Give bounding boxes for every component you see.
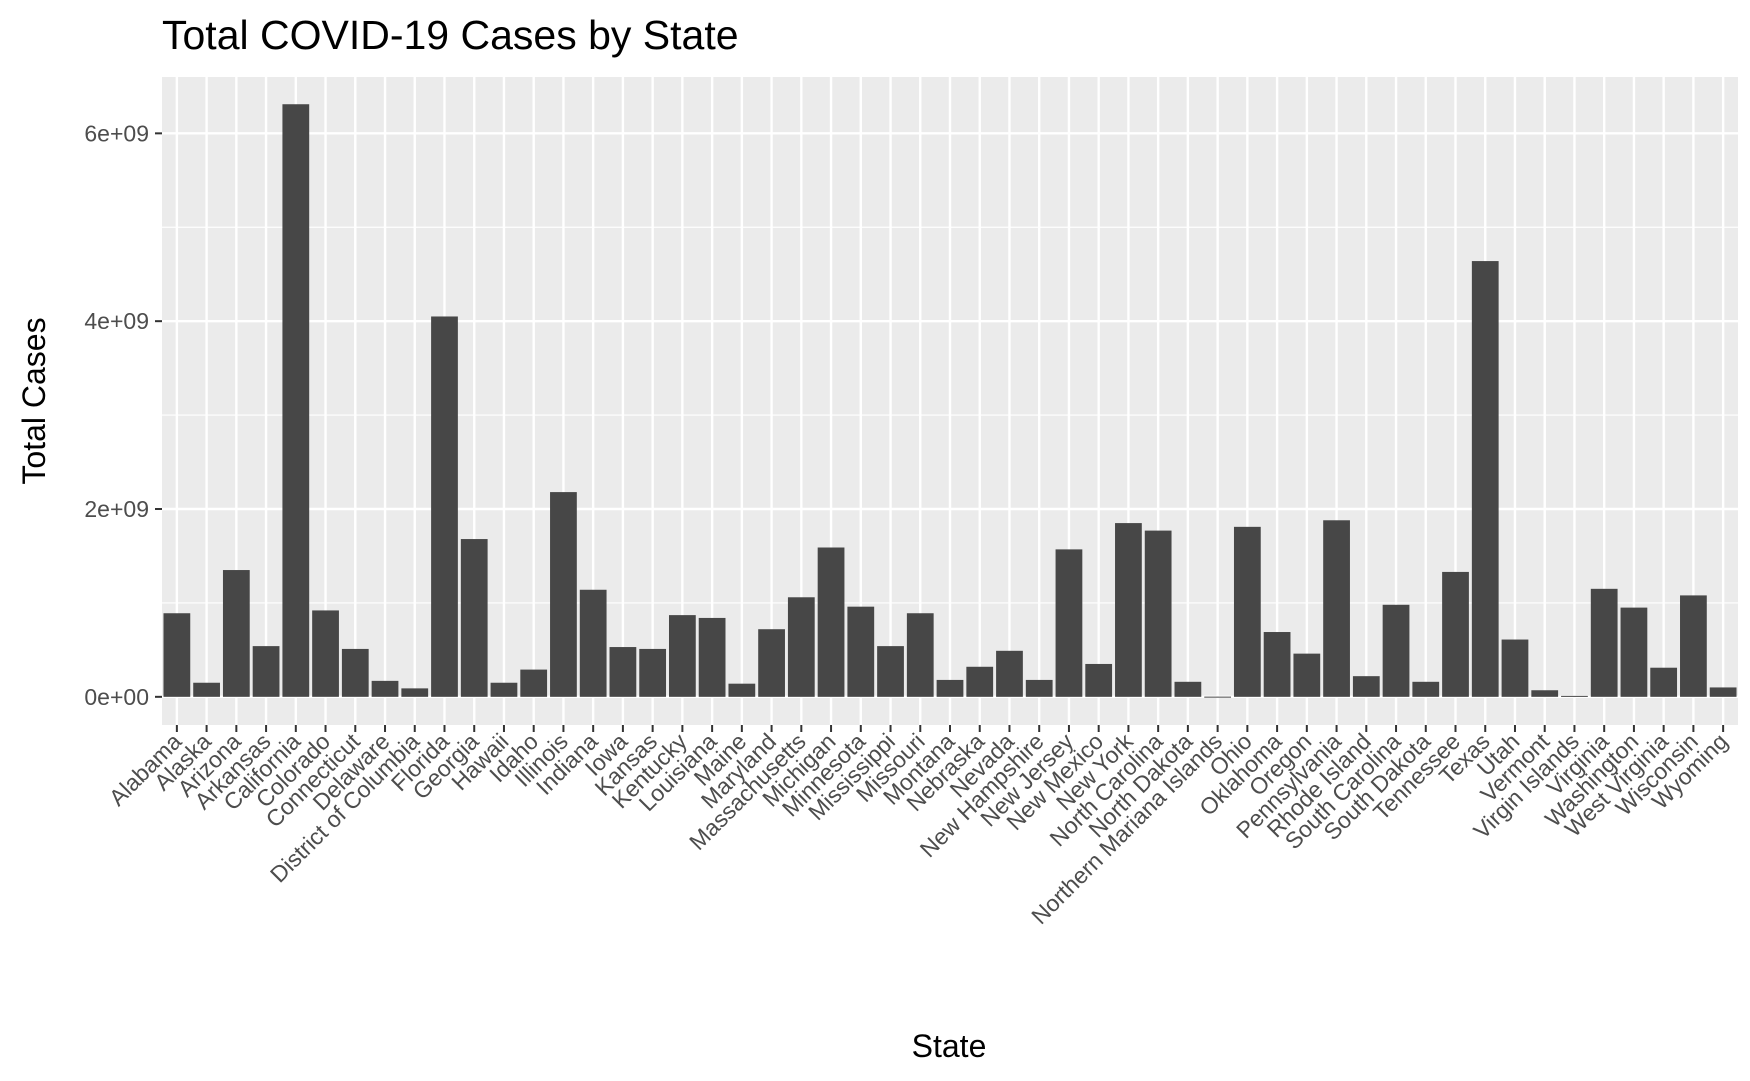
bar-maine — [728, 683, 756, 697]
bar-idaho — [520, 669, 548, 697]
bar-nebraska — [966, 666, 994, 697]
bar-northern-mariana-islands — [1204, 696, 1232, 698]
bar-illinois — [550, 492, 577, 697]
bar-alabama — [163, 613, 191, 697]
bar-texas — [1471, 261, 1499, 697]
bar-minnesota — [847, 606, 875, 697]
bar-district-of-columbia — [401, 688, 429, 697]
bar-iowa — [609, 647, 637, 697]
bar-virgin-islands — [1561, 695, 1588, 697]
bar-arizona — [222, 570, 250, 697]
bar-connecticut — [341, 648, 369, 697]
bar-california — [282, 104, 310, 697]
bar-alaska — [193, 682, 220, 697]
y-axis-title: Total Cases — [16, 317, 52, 484]
y-tick-label: 2e+09 — [84, 496, 149, 522]
bar-rhode-island — [1352, 676, 1380, 697]
chart-title: Total COVID-19 Cases by State — [162, 12, 739, 58]
y-tick-label: 6e+09 — [84, 120, 149, 146]
bar-north-carolina — [1144, 530, 1172, 697]
bar-kentucky — [668, 615, 696, 697]
bar-south-dakota — [1412, 681, 1440, 697]
bar-wyoming — [1709, 687, 1737, 697]
y-tick-label: 0e+00 — [84, 684, 149, 710]
bar-tennessee — [1442, 571, 1469, 697]
y-axis: 0e+00 2e+09 4e+09 6e+09 — [84, 120, 162, 710]
bar-mississippi — [877, 646, 904, 697]
bar-new-hampshire — [1025, 679, 1053, 697]
bar-delaware — [371, 680, 399, 697]
x-axis: AlabamaAlaskaArizonaArkansasCaliforniaCo… — [104, 725, 1733, 929]
bar-oklahoma — [1263, 632, 1291, 697]
bars — [163, 104, 1737, 698]
bar-new-mexico — [1085, 663, 1113, 697]
bar-kansas — [639, 648, 667, 697]
bar-florida — [431, 316, 458, 697]
bar-colorado — [312, 610, 339, 697]
bar-massachusetts — [787, 597, 815, 697]
bar-new-york — [1115, 523, 1142, 697]
bar-south-carolina — [1382, 604, 1410, 697]
bar-missouri — [906, 613, 934, 697]
bar-new-jersey — [1055, 549, 1083, 697]
bar-louisiana — [698, 617, 726, 697]
bar-utah — [1501, 639, 1529, 697]
bar-montana — [936, 679, 964, 697]
y-tick-label: 4e+09 — [84, 308, 149, 334]
bar-michigan — [817, 547, 845, 697]
bar-west-virginia — [1650, 667, 1678, 697]
bar-wisconsin — [1680, 595, 1707, 697]
bar-georgia — [460, 539, 488, 697]
bar-arkansas — [252, 646, 280, 697]
bar-indiana — [579, 589, 607, 697]
bar-nevada — [996, 650, 1023, 697]
bar-pennsylvania — [1323, 520, 1350, 697]
bar-ohio — [1233, 526, 1261, 697]
bar-north-dakota — [1174, 681, 1202, 697]
bar-oregon — [1293, 653, 1321, 697]
bar-hawaii — [490, 682, 518, 697]
bar-virginia — [1590, 588, 1618, 697]
x-axis-title: State — [912, 1028, 987, 1064]
bar-vermont — [1531, 690, 1559, 697]
bar-washington — [1620, 607, 1648, 697]
bar-maryland — [758, 629, 785, 697]
